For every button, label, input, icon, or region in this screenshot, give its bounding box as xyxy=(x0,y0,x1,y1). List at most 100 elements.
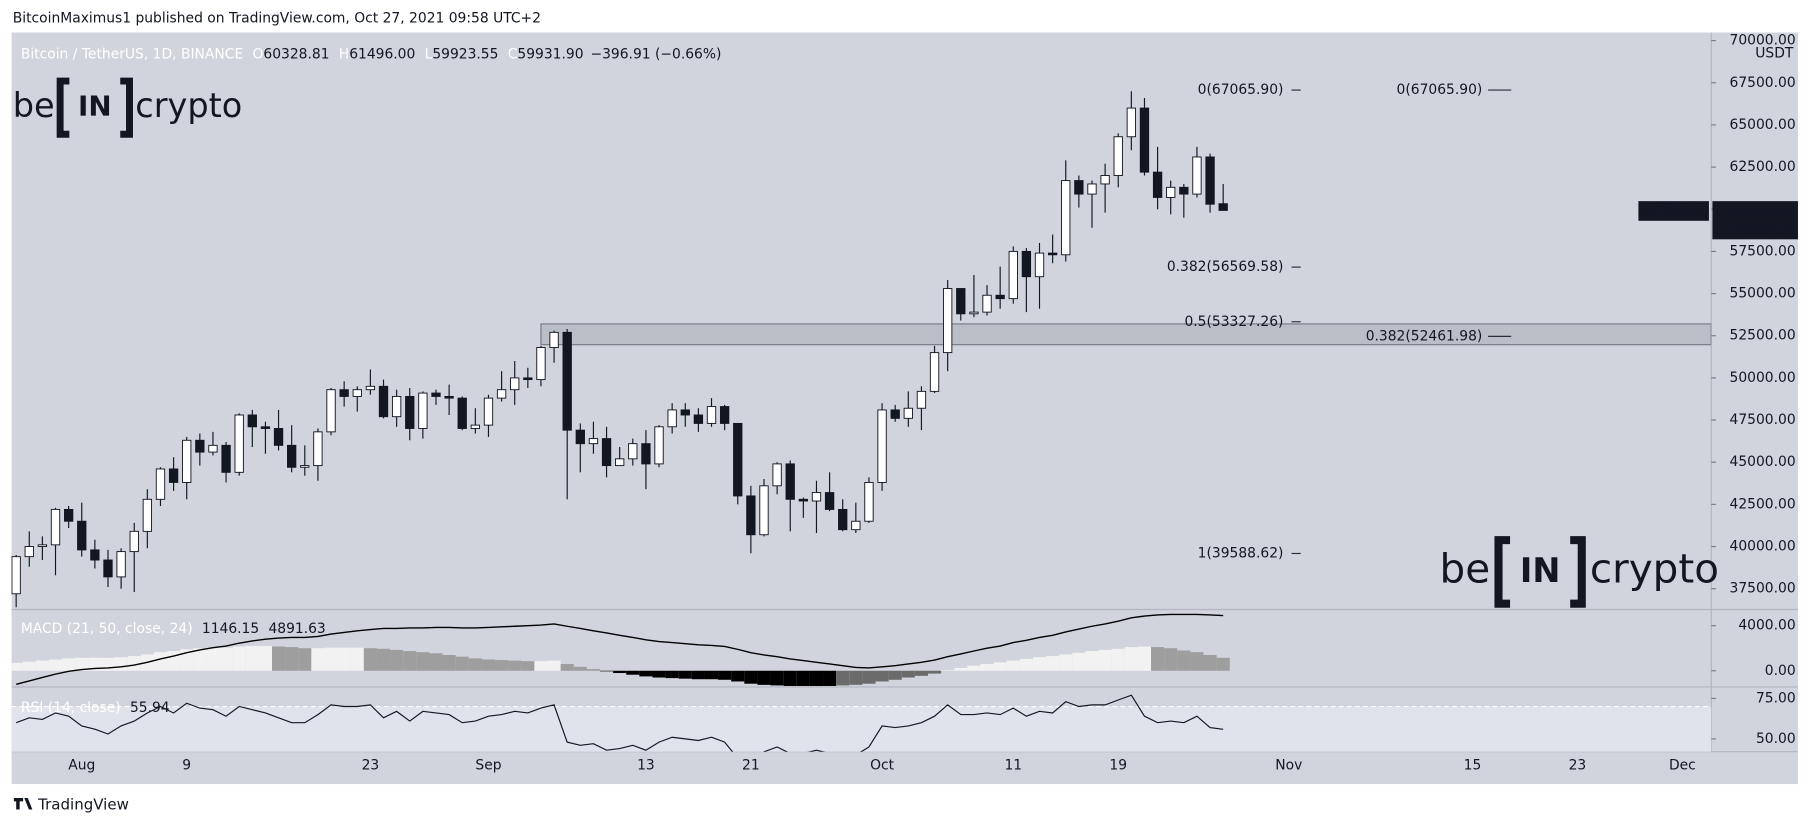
y-tick-label: 42500.00 xyxy=(1730,496,1796,512)
y-tick-label: 67500.00 xyxy=(1730,75,1796,91)
candle-body xyxy=(706,406,717,424)
candle-body xyxy=(1061,180,1071,256)
candle-body xyxy=(77,520,87,551)
rsi-legend: RSI (14, close) 55.94 xyxy=(21,700,170,716)
candle-body xyxy=(838,508,848,531)
candle-body xyxy=(11,556,21,595)
x-tick-label: 11 xyxy=(1004,758,1022,774)
candle-body xyxy=(300,465,310,468)
candle-body xyxy=(575,429,585,445)
macd-histogram-bar xyxy=(704,670,719,680)
candle-body xyxy=(995,294,1005,300)
macd-legend: MACD (21, 50, close, 24) 1146.15 4891.63 xyxy=(21,621,326,637)
price-tag: 59931.90 xyxy=(1730,204,1796,220)
candle-body xyxy=(378,385,389,418)
fib-label: 1(39588.62) xyxy=(1198,545,1284,561)
candle-body xyxy=(811,492,822,502)
y-tick-label: 4000.00 xyxy=(1738,618,1795,634)
macd-value: 4891.63 xyxy=(268,621,325,637)
candle-body xyxy=(195,439,205,453)
candle-body xyxy=(496,389,507,399)
macd-histogram-bar xyxy=(993,662,1007,671)
logo: be IN crypto xyxy=(1440,536,1719,608)
macd-histogram-bar xyxy=(324,647,338,671)
candle-body xyxy=(273,428,284,446)
candle-body xyxy=(483,397,494,426)
candle-body xyxy=(1074,180,1084,195)
macd-histogram-bar xyxy=(1059,654,1073,671)
macd-histogram-bar xyxy=(1124,647,1138,671)
candle-body xyxy=(641,443,651,465)
macd-histogram-bar xyxy=(980,664,994,671)
macd-histogram-bar xyxy=(481,659,496,671)
candle-body xyxy=(24,546,34,558)
macd-line xyxy=(16,613,1224,685)
macd-histogram-bar xyxy=(114,657,128,671)
candle-body xyxy=(431,392,441,397)
y-tick-label: 55000.00 xyxy=(1730,286,1796,302)
macd-histogram-bar xyxy=(823,670,837,686)
macd-histogram-bar xyxy=(573,666,587,671)
x-tick-label: Sep xyxy=(475,758,501,774)
macd-histogram-bar xyxy=(1190,652,1204,671)
chart-title: Bitcoin / TetherUS, 1D, BINANCE xyxy=(21,46,243,62)
candle-body xyxy=(929,352,940,392)
macd-histogram-bar xyxy=(927,670,942,674)
candle-body xyxy=(287,444,297,468)
macd-histogram-bar xyxy=(127,656,141,671)
macd-histogram-bar xyxy=(652,670,666,678)
macd-histogram-bar xyxy=(298,648,312,671)
candle-body xyxy=(746,495,756,536)
macd-histogram-bar xyxy=(468,658,482,671)
macd-histogram-bar xyxy=(1019,658,1033,671)
macd-histogram-bar xyxy=(914,670,928,676)
candle-body xyxy=(549,331,559,348)
candle-body xyxy=(103,559,113,578)
candle-body xyxy=(1021,250,1032,278)
candle-body xyxy=(733,422,743,497)
candle-body xyxy=(864,481,874,522)
macd-histogram-bar xyxy=(219,647,233,671)
candle-body xyxy=(365,385,376,391)
logo-text: crypto xyxy=(135,86,242,125)
x-tick-label: 9 xyxy=(182,758,191,774)
candle-body xyxy=(1218,203,1228,211)
rsi-line xyxy=(15,694,1224,752)
macd-histogram-bar xyxy=(718,670,732,680)
macd-histogram-bar xyxy=(376,648,391,671)
macd-histogram-bar xyxy=(455,656,469,671)
candle-body xyxy=(1179,186,1189,195)
y-tick-label: 47500.00 xyxy=(1730,412,1796,428)
legend-value: 59923.55 xyxy=(432,46,498,62)
logo-text: IN xyxy=(78,90,112,123)
logo-text: be xyxy=(13,86,55,125)
rsi-value: 55.94 xyxy=(130,700,170,716)
candle-body xyxy=(956,288,966,315)
macd-histogram-bar xyxy=(495,660,509,671)
y-tick-label: 40000.00 xyxy=(1730,539,1796,555)
logo-bracket xyxy=(1494,536,1586,608)
price-tag-bg xyxy=(1712,201,1798,240)
tradingview-icon xyxy=(13,797,33,810)
logo-text: IN xyxy=(1520,551,1561,590)
macd-histogram-bar xyxy=(193,648,207,671)
macd-histogram-bar xyxy=(1137,646,1152,671)
logo-text: be xyxy=(1440,544,1491,592)
macd-histogram-bar xyxy=(731,670,745,682)
macd-histogram-bar xyxy=(1216,657,1230,671)
currency-label: USDT xyxy=(1755,45,1794,61)
candle-body xyxy=(142,498,153,532)
macd-histogram-bar xyxy=(547,660,561,671)
rsi-band xyxy=(11,706,1712,752)
candle-body xyxy=(536,347,546,381)
candle-body xyxy=(1192,156,1202,195)
macd-histogram-bar xyxy=(1006,660,1020,671)
x-tick-label: 19 xyxy=(1109,758,1127,774)
y-tick-label: 52500.00 xyxy=(1730,328,1796,344)
candle-body xyxy=(1113,136,1123,176)
candle-body xyxy=(759,485,769,536)
candle-body xyxy=(916,390,927,409)
macd-histogram-bar xyxy=(350,647,364,671)
candle-body xyxy=(116,551,126,578)
candle-body xyxy=(1152,171,1163,198)
